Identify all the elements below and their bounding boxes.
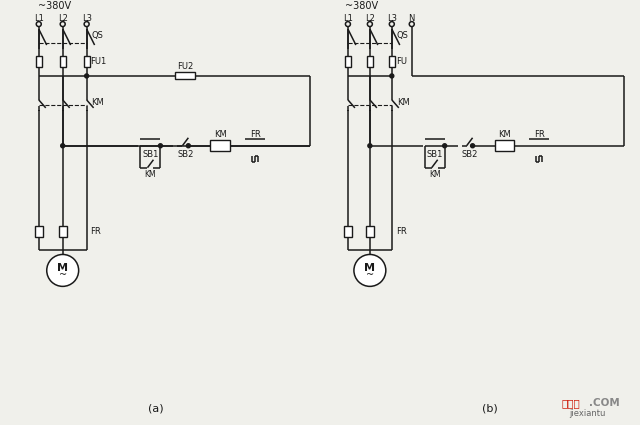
Text: KM: KM — [145, 170, 156, 179]
Text: SB2: SB2 — [177, 150, 193, 159]
Text: FU1: FU1 — [91, 57, 107, 66]
Bar — [495, 140, 515, 151]
Circle shape — [47, 255, 79, 286]
Text: KM: KM — [397, 98, 410, 108]
Text: jiexiantu: jiexiantu — [569, 408, 605, 417]
Text: QS: QS — [92, 31, 104, 40]
Text: ~380V: ~380V — [345, 1, 378, 11]
Bar — [59, 226, 67, 237]
Bar — [211, 140, 230, 151]
Text: M: M — [57, 264, 68, 273]
Text: FR: FR — [250, 130, 260, 139]
Text: FU: FU — [396, 57, 407, 66]
Text: (a): (a) — [148, 403, 163, 413]
Text: .COM: .COM — [589, 398, 620, 408]
Text: KM: KM — [214, 130, 227, 139]
Text: L1: L1 — [343, 14, 353, 23]
Circle shape — [186, 144, 190, 148]
Text: FU2: FU2 — [177, 62, 193, 71]
Bar — [84, 57, 90, 68]
Bar — [60, 57, 66, 68]
Text: (b): (b) — [482, 403, 497, 413]
Text: 接线图: 接线图 — [562, 398, 580, 408]
Text: KM: KM — [92, 98, 104, 108]
Circle shape — [84, 74, 88, 78]
Text: ~380V: ~380V — [38, 1, 71, 11]
Circle shape — [390, 74, 394, 78]
Bar — [389, 57, 395, 68]
Text: FR: FR — [91, 227, 101, 236]
Text: N: N — [408, 14, 415, 23]
Text: L3: L3 — [82, 14, 92, 23]
Text: ~: ~ — [59, 270, 67, 280]
Bar — [175, 72, 195, 79]
Text: ~: ~ — [366, 270, 374, 280]
Bar — [344, 226, 352, 237]
Text: KM: KM — [429, 170, 440, 179]
Circle shape — [61, 144, 65, 148]
Text: L2: L2 — [365, 14, 375, 23]
Text: L2: L2 — [58, 14, 68, 23]
Circle shape — [443, 144, 447, 148]
Circle shape — [368, 144, 372, 148]
Text: SB2: SB2 — [461, 150, 478, 159]
Text: L1: L1 — [34, 14, 44, 23]
Bar — [35, 226, 43, 237]
Text: L3: L3 — [387, 14, 397, 23]
Bar — [345, 57, 351, 68]
Text: KM: KM — [498, 130, 511, 139]
Circle shape — [354, 255, 386, 286]
Bar — [367, 57, 373, 68]
Circle shape — [159, 144, 163, 148]
Text: FR: FR — [534, 130, 545, 139]
Circle shape — [470, 144, 475, 148]
Text: M: M — [364, 264, 376, 273]
Text: SB1: SB1 — [142, 150, 159, 159]
Bar — [366, 226, 374, 237]
Text: QS: QS — [397, 31, 409, 40]
Text: SB1: SB1 — [426, 150, 443, 159]
Bar — [36, 57, 42, 68]
Text: FR: FR — [396, 227, 406, 236]
